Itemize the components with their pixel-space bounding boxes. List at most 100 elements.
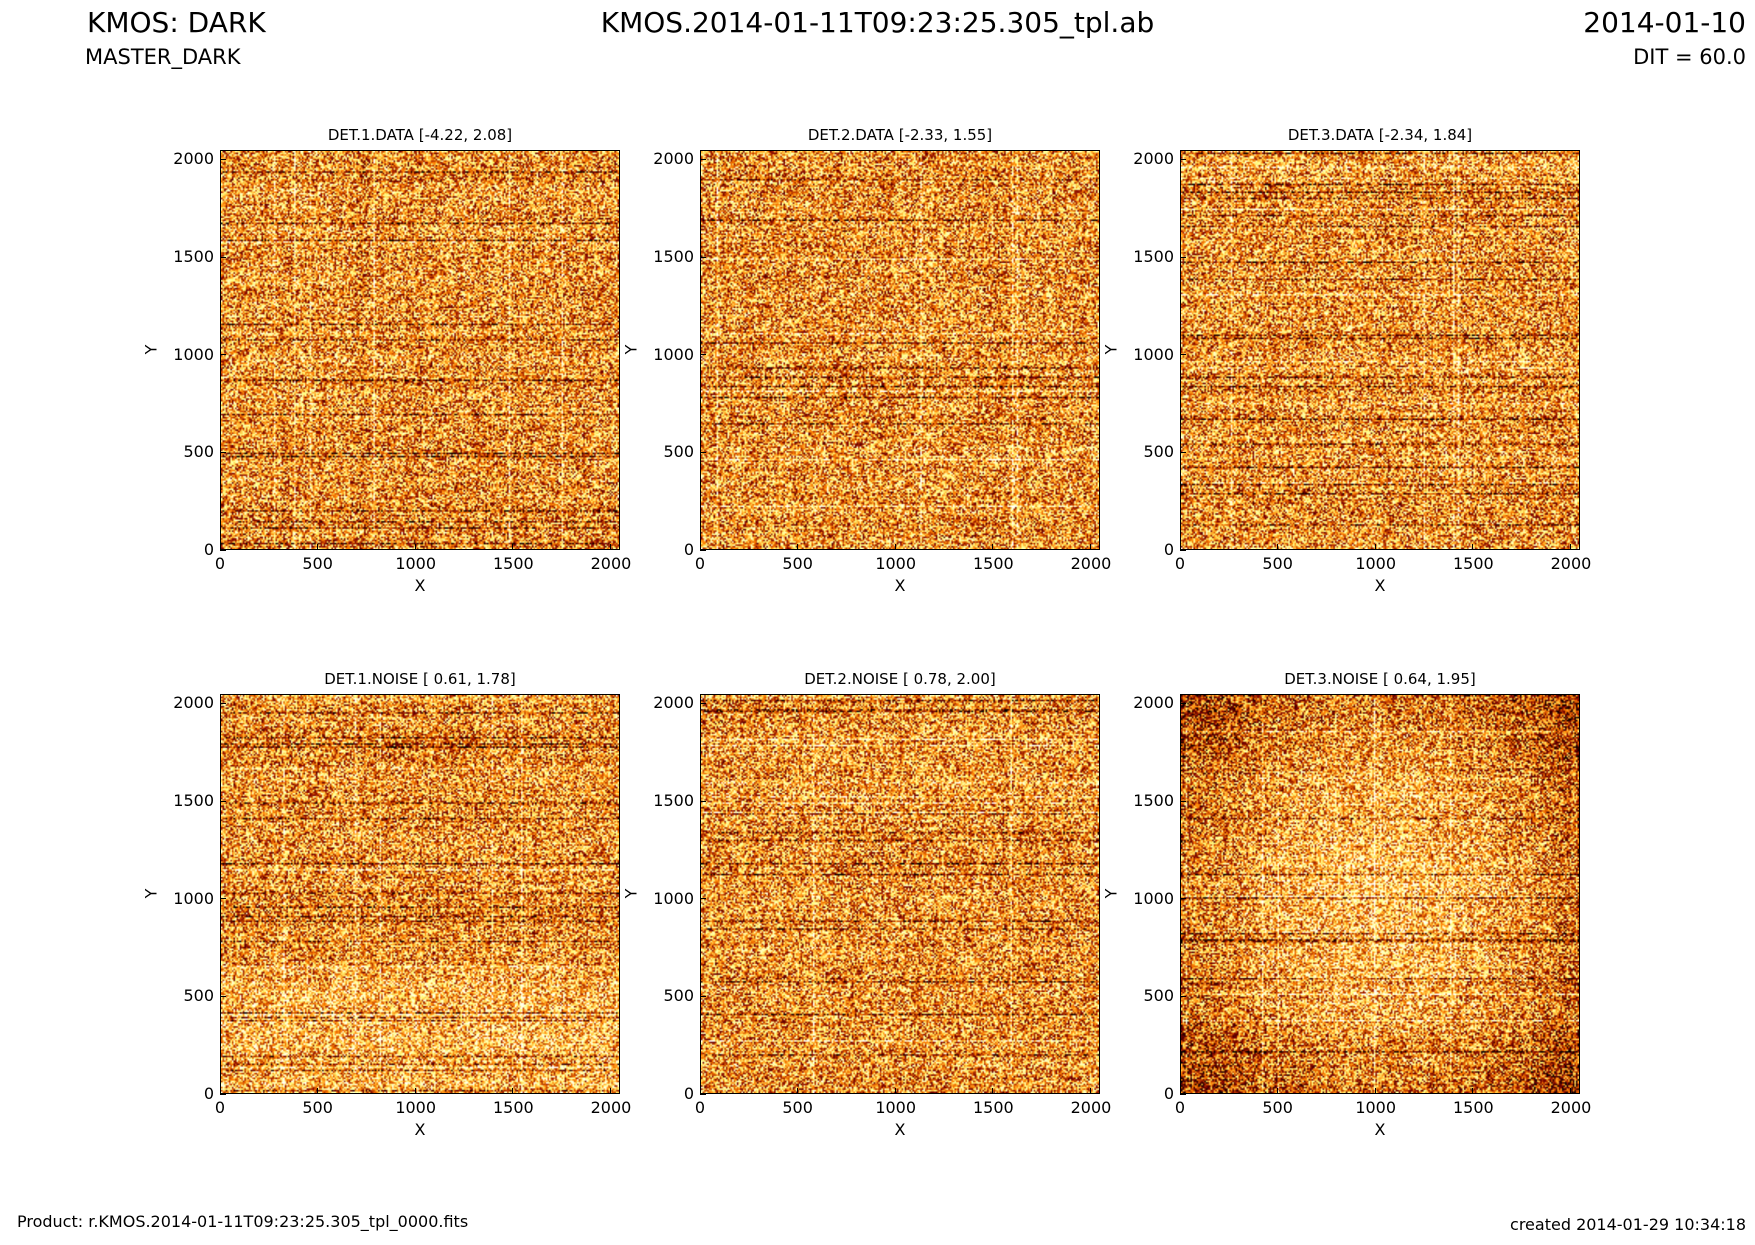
y-tick-label: 1000 bbox=[653, 344, 694, 364]
x-tick-label: 0 bbox=[1174, 554, 1186, 573]
x-tick-label: 2000 bbox=[1550, 554, 1592, 573]
y-tick-mark bbox=[220, 256, 226, 258]
y-tick-label: 500 bbox=[663, 986, 694, 1006]
x-tick-mark bbox=[797, 1088, 799, 1094]
heatmap-canvas bbox=[701, 151, 1099, 549]
y-tick-label: 1000 bbox=[1133, 344, 1174, 364]
y-tick-label: 1000 bbox=[173, 344, 214, 364]
x-tick-mark bbox=[610, 1088, 612, 1094]
y-axis-label: Y bbox=[621, 888, 641, 899]
y-tick-label: 0 bbox=[683, 540, 694, 559]
heatmap-image bbox=[220, 694, 620, 1094]
panel-title: DET.2.DATA [-2.33, 1.55] bbox=[807, 126, 993, 144]
y-tick-label: 2000 bbox=[173, 149, 214, 169]
y-axis-label: Y bbox=[1101, 888, 1121, 899]
panel-title: DET.1.DATA [-4.22, 2.08] bbox=[327, 126, 513, 144]
x-tick-mark bbox=[1277, 1088, 1279, 1094]
y-tick-label: 0 bbox=[203, 540, 214, 559]
heatmap-canvas bbox=[1181, 695, 1579, 1093]
report-subtitle: MASTER_DARK bbox=[85, 45, 241, 69]
y-tick-mark bbox=[220, 800, 226, 802]
x-tick-label: 500 bbox=[302, 1098, 333, 1117]
x-tick-label: 1500 bbox=[972, 554, 1014, 573]
y-tick-label: 1000 bbox=[1133, 888, 1174, 908]
y-tick-mark bbox=[1180, 549, 1186, 551]
heatmap-panel: DET.1.DATA [-4.22, 2.08] bbox=[220, 126, 620, 550]
x-tick-mark bbox=[1374, 544, 1376, 550]
y-tick-label: 500 bbox=[1143, 986, 1174, 1006]
heatmap-canvas bbox=[221, 695, 619, 1093]
y-tick-label: 0 bbox=[1163, 540, 1174, 559]
x-tick-label: 1000 bbox=[395, 1098, 437, 1117]
y-tick-mark bbox=[700, 702, 706, 704]
dit-value: DIT = 60.0 bbox=[1633, 45, 1746, 69]
x-tick-label: 1500 bbox=[492, 1098, 534, 1117]
x-tick-label: 500 bbox=[302, 554, 333, 573]
x-tick-label: 1000 bbox=[395, 554, 437, 573]
y-tick-mark bbox=[1180, 995, 1186, 997]
y-tick-label: 0 bbox=[1163, 1084, 1174, 1103]
x-tick-mark bbox=[992, 1088, 994, 1094]
x-tick-mark bbox=[1090, 544, 1092, 550]
y-axis-label: Y bbox=[141, 888, 161, 899]
heatmap-canvas bbox=[701, 695, 1099, 1093]
x-tick-mark bbox=[414, 1088, 416, 1094]
x-tick-mark bbox=[1570, 1088, 1572, 1094]
x-tick-mark bbox=[992, 544, 994, 550]
x-axis-label: X bbox=[414, 1120, 426, 1139]
x-axis-label: X bbox=[1374, 576, 1386, 595]
y-tick-label: 2000 bbox=[1133, 693, 1174, 713]
y-tick-label: 500 bbox=[663, 442, 694, 462]
created-timestamp: created 2014-01-29 10:34:18 bbox=[1510, 1215, 1746, 1234]
y-tick-label: 1500 bbox=[173, 247, 214, 267]
x-axis-label: X bbox=[894, 1120, 906, 1139]
y-tick-mark bbox=[1180, 1093, 1186, 1095]
x-tick-label: 2000 bbox=[1070, 554, 1112, 573]
y-tick-mark bbox=[700, 800, 706, 802]
y-tick-mark bbox=[1180, 451, 1186, 453]
y-tick-mark bbox=[220, 898, 226, 900]
y-tick-label: 500 bbox=[1143, 442, 1174, 462]
x-tick-label: 2000 bbox=[1550, 1098, 1592, 1117]
x-tick-label: 1500 bbox=[972, 1098, 1014, 1117]
product-filename: Product: r.KMOS.2014-01-11T09:23:25.305_… bbox=[17, 1212, 469, 1231]
heatmap-image bbox=[220, 150, 620, 550]
heatmap-canvas bbox=[1181, 151, 1579, 549]
x-tick-mark bbox=[414, 544, 416, 550]
x-tick-mark bbox=[1179, 544, 1181, 550]
y-tick-mark bbox=[700, 549, 706, 551]
y-tick-label: 1500 bbox=[653, 791, 694, 811]
y-tick-label: 0 bbox=[203, 1084, 214, 1103]
x-tick-mark bbox=[1570, 544, 1572, 550]
x-tick-mark bbox=[1472, 1088, 1474, 1094]
x-tick-label: 2000 bbox=[590, 554, 632, 573]
y-axis-label: Y bbox=[1101, 344, 1121, 355]
y-tick-label: 1500 bbox=[653, 247, 694, 267]
x-tick-label: 500 bbox=[782, 554, 813, 573]
y-tick-label: 1000 bbox=[653, 888, 694, 908]
y-tick-mark bbox=[1180, 898, 1186, 900]
panel-title: DET.2.NOISE [ 0.78, 2.00] bbox=[804, 670, 996, 688]
x-tick-label: 0 bbox=[214, 1098, 226, 1117]
x-tick-label: 0 bbox=[1174, 1098, 1186, 1117]
y-tick-mark bbox=[220, 354, 226, 356]
x-axis-label: X bbox=[414, 576, 426, 595]
x-tick-mark bbox=[1472, 544, 1474, 550]
y-tick-label: 1500 bbox=[1133, 791, 1174, 811]
y-tick-label: 500 bbox=[183, 986, 214, 1006]
heatmap-image bbox=[700, 150, 1100, 550]
x-tick-label: 1500 bbox=[492, 554, 534, 573]
y-tick-mark bbox=[1180, 800, 1186, 802]
y-tick-label: 2000 bbox=[173, 693, 214, 713]
x-tick-mark bbox=[699, 544, 701, 550]
y-tick-label: 2000 bbox=[1133, 149, 1174, 169]
x-tick-label: 1000 bbox=[875, 554, 917, 573]
x-tick-label: 0 bbox=[694, 1098, 706, 1117]
y-tick-mark bbox=[220, 158, 226, 160]
heatmap-image bbox=[700, 694, 1100, 1094]
y-tick-mark bbox=[220, 995, 226, 997]
template-id-title: KMOS.2014-01-11T09:23:25.305_tpl.ab bbox=[600, 6, 1155, 39]
x-tick-label: 500 bbox=[1262, 554, 1293, 573]
y-tick-mark bbox=[1180, 702, 1186, 704]
x-tick-mark bbox=[219, 544, 221, 550]
